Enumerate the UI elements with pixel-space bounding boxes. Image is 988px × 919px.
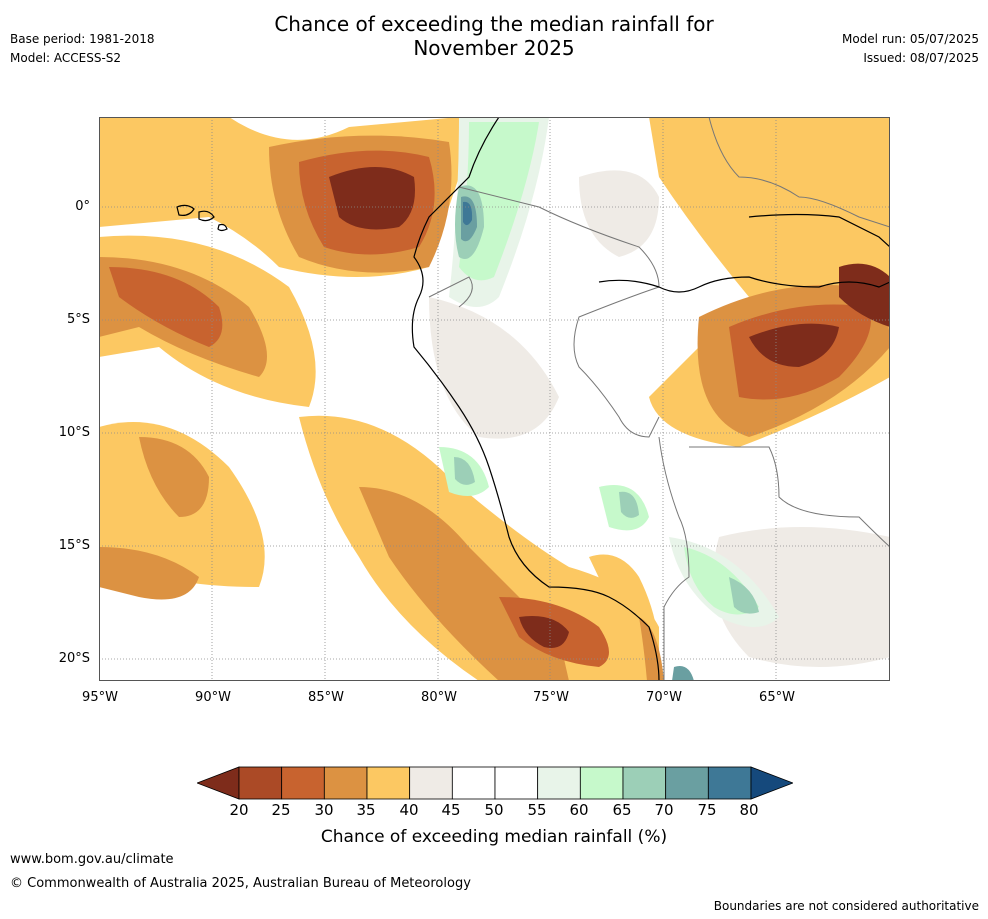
- band-30-35: [359, 487, 569, 681]
- band-65-70: [729, 577, 759, 614]
- lon-label-85w: 85°W: [308, 690, 344, 705]
- band-40-45: [429, 297, 559, 439]
- footer-copyright: © Commonwealth of Australia 2025, Austra…: [10, 876, 471, 891]
- lon-label-65w: 65°W: [759, 690, 795, 705]
- colorbar-tick-20: 20: [229, 801, 249, 819]
- colorbar-swatch: [366, 766, 411, 800]
- base-period: Base period: 1981-2018: [10, 32, 155, 46]
- band-30-35: [139, 437, 209, 517]
- lon-label-95w: 95°W: [82, 690, 118, 705]
- model-name: Model: ACCESS-S2: [10, 51, 122, 65]
- rainfall-probability-map: [99, 117, 890, 681]
- colorbar-tick-55: 55: [527, 801, 547, 819]
- band-20-25: [749, 323, 839, 367]
- band-30-35: [99, 547, 199, 600]
- colorbar-swatch: [707, 766, 752, 800]
- colorbar-tick-45: 45: [441, 801, 461, 819]
- band-40-45: [713, 527, 890, 667]
- colorbar-swatch: [494, 766, 539, 800]
- lon-label-80w: 80°W: [421, 690, 457, 705]
- band-35-40: [589, 554, 659, 681]
- band-20-25: [839, 263, 890, 327]
- map-frame: [99, 117, 890, 681]
- band-40-45: [579, 170, 659, 257]
- band-65-70: [454, 457, 475, 485]
- colorbar-tick-70: 70: [654, 801, 674, 819]
- colorbar-swatch: [238, 766, 283, 800]
- coastlines: [176, 117, 890, 681]
- band-20-25: [329, 167, 415, 230]
- colorbar-tick-75: 75: [697, 801, 717, 819]
- colorbar-swatch: [622, 766, 667, 800]
- lon-label-75w: 75°W: [533, 690, 569, 705]
- lat-label-5s: 5°S: [66, 312, 90, 327]
- footer-boundaries-note: Boundaries are not considered authoritat…: [713, 899, 979, 913]
- band-75-80: [463, 201, 473, 226]
- band-20-25: [519, 616, 569, 648]
- colorbar-lower-extend: [197, 766, 240, 800]
- colorbar-tick-60: 60: [569, 801, 589, 819]
- colorbar: [197, 766, 793, 800]
- colorbar-swatch: [409, 766, 453, 800]
- band-25-30: [109, 267, 223, 347]
- map-title-line-1: Chance of exceeding the median rainfall …: [274, 12, 714, 36]
- lat-label-20s: 20°S: [58, 651, 90, 666]
- band-70-75: [672, 665, 694, 681]
- issued-date: Issued: 08/07/2025: [863, 51, 979, 65]
- colorbar-swatch: [537, 766, 581, 800]
- lat-label-15s: 15°S: [58, 538, 90, 553]
- colorbar-tick-30: 30: [314, 801, 334, 819]
- colorbar-swatch: [281, 766, 325, 800]
- colorbar-tick-50: 50: [484, 801, 504, 819]
- colorbar-tick-35: 35: [356, 801, 376, 819]
- colorbar-tick-25: 25: [271, 801, 291, 819]
- lat-label-0: 0°: [75, 199, 90, 214]
- colorbar-swatch: [665, 766, 709, 800]
- graticule: [99, 117, 890, 681]
- colorbar-tick-65: 65: [612, 801, 632, 819]
- band-65-70: [619, 491, 639, 518]
- model-run-date: Model run: 05/07/2025: [841, 32, 979, 46]
- colorbar-tick-80: 80: [739, 801, 759, 819]
- map-title: Chance of exceeding the median rainfall …: [0, 12, 988, 60]
- borders: [428, 117, 890, 681]
- footer-url: www.bom.gov.au/climate: [10, 852, 174, 867]
- lon-label-90w: 90°W: [195, 690, 231, 705]
- lon-label-70w: 70°W: [646, 690, 682, 705]
- colorbar-tick-40: 40: [399, 801, 419, 819]
- colorbar-label: Chance of exceeding median rainfall (%): [320, 827, 668, 847]
- colorbar-upper-extend: [750, 766, 793, 800]
- map-title-line-2: November 2025: [413, 36, 575, 60]
- colorbar-swatch: [323, 766, 368, 800]
- colorbar-swatch: [451, 766, 496, 800]
- colorbar-swatch: [579, 766, 624, 800]
- lat-label-10s: 10°S: [58, 425, 90, 440]
